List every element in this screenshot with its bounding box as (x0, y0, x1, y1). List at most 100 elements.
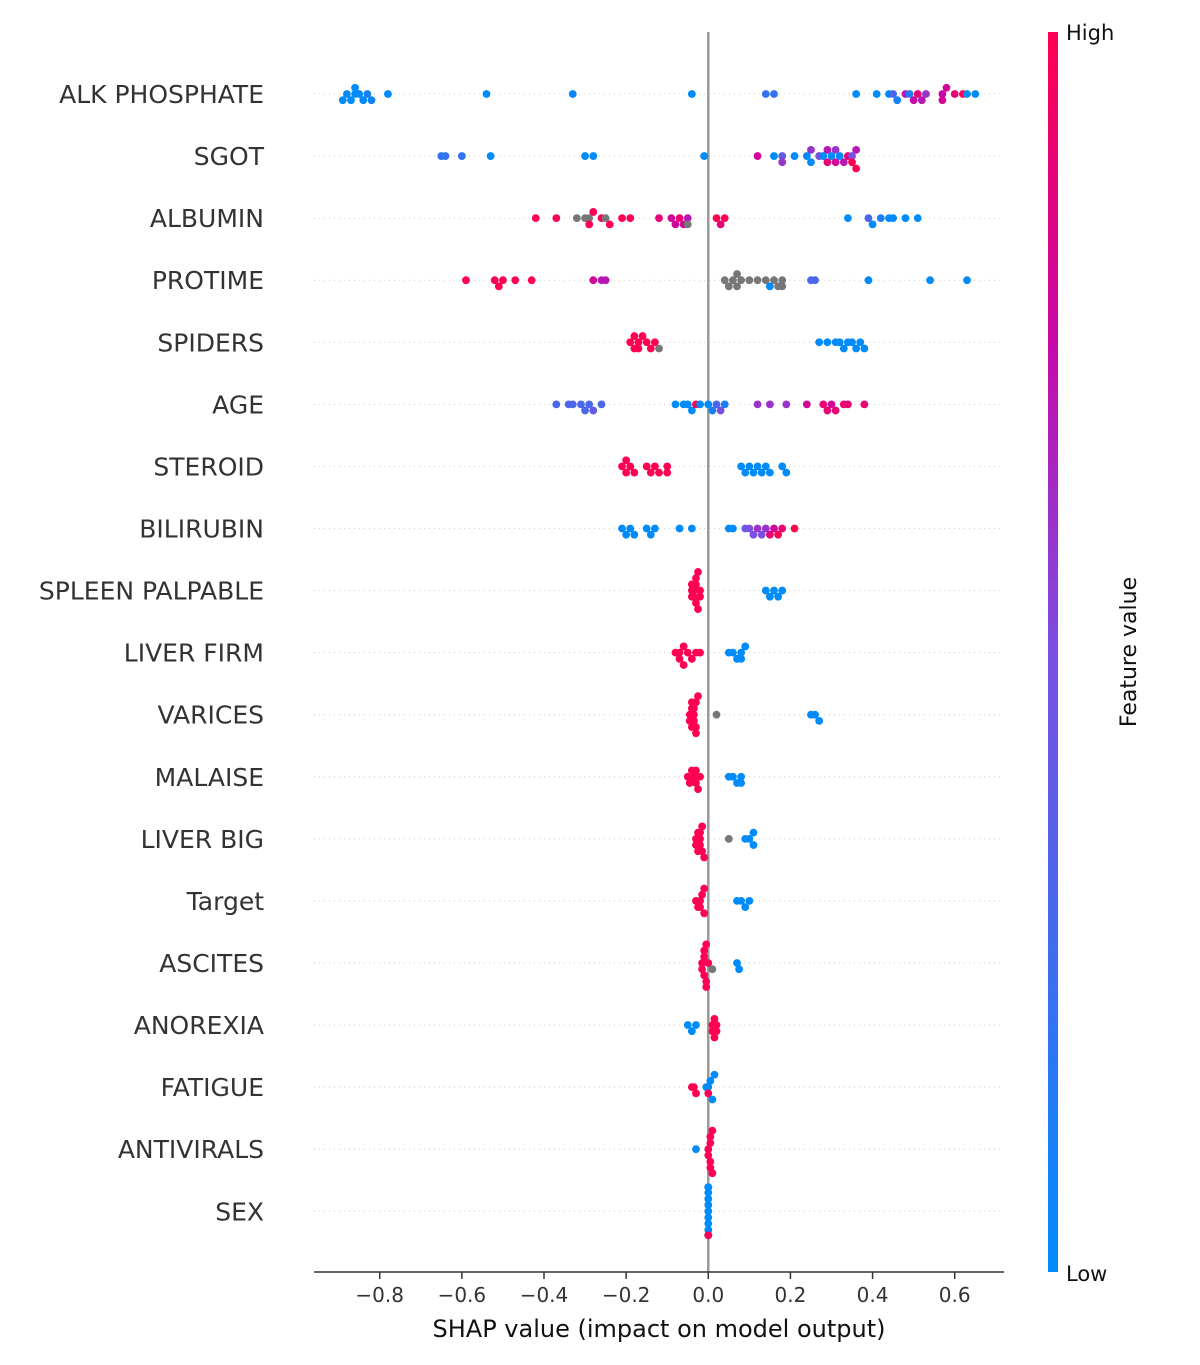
shap-point-alk-phosphate (351, 83, 359, 92)
shap-point-sgot (807, 158, 815, 167)
shap-point-fatigue (708, 1095, 717, 1104)
x-tick-label: −0.6 (438, 1283, 487, 1307)
colorbar: High Low Feature value (1048, 21, 1142, 1286)
shap-point-alk-phosphate (909, 96, 918, 105)
feature-label-steroid: STEROID (153, 452, 264, 481)
shap-point-alk-phosphate (761, 90, 770, 98)
shap-point-age (823, 406, 832, 415)
shap-point-protime (811, 276, 819, 285)
shap-point-liver-firm (696, 648, 704, 657)
shap-point-age (827, 400, 836, 409)
shap-point-spiders (823, 338, 832, 347)
feature-label-fatigue: FATIGUE (161, 1073, 264, 1102)
shap-point-varices (690, 717, 698, 725)
shap-point-age (831, 406, 840, 415)
shap-point-protime (490, 276, 499, 285)
shap-point-liver-firm (675, 648, 684, 657)
shap-point-sgot (778, 158, 787, 167)
shap-point-alk-phosphate (950, 90, 959, 98)
shap-point-liver-firm (737, 654, 746, 663)
shap-point-protime (926, 276, 934, 285)
shap-point-alk-phosphate (359, 96, 368, 105)
shap-point-albumin (844, 214, 852, 223)
shap-point-sgot (589, 152, 598, 160)
shap-point-albumin (712, 214, 721, 223)
shap-point-anorexia (687, 1027, 696, 1036)
shap-point-bilirubin (622, 530, 631, 539)
shap-point-alk-phosphate (942, 83, 951, 92)
feature-label-spleen-palpable: SPLEEN PALPABLE (39, 577, 264, 606)
shap-point-fatigue (704, 1089, 713, 1098)
shap-point-albumin (868, 220, 877, 229)
shap-point-spiders (655, 344, 663, 353)
shap-point-protime (462, 276, 470, 285)
shap-point-albumin (683, 214, 692, 223)
shap-point-protime (778, 282, 787, 291)
shap-point-age (671, 400, 680, 409)
shap-point-spiders (835, 338, 844, 347)
shap-point-albumin (655, 214, 663, 223)
shap-point-sgot (835, 152, 844, 160)
shap-point-malaise (692, 779, 700, 787)
shap-point-age (589, 406, 598, 415)
shap-point-bilirubin (687, 524, 696, 533)
shap-point-spiders (638, 332, 647, 340)
shap-point-sex (704, 1194, 713, 1203)
shap-point-protime (770, 276, 778, 285)
shap-point-age (720, 400, 729, 409)
shap-point-liver-firm (741, 642, 750, 651)
shap-point-liver-big (696, 834, 704, 843)
shap-point-spiders (646, 344, 655, 353)
shap-point-albumin (572, 214, 581, 223)
shap-point-protime (761, 276, 770, 285)
shap-point-malaise (694, 785, 702, 794)
shap-point-malaise (685, 779, 694, 787)
shap-point-sex (704, 1231, 713, 1240)
shap-point-alk-phosphate (482, 90, 491, 98)
shap-point-albumin (913, 214, 922, 223)
shap-point-bilirubin (646, 530, 655, 539)
shap-point-malaise (737, 772, 746, 781)
shap-point-alk-phosphate (347, 96, 355, 105)
shap-point-fatigue (704, 1083, 713, 1092)
shap-point-alk-phosphate (913, 90, 922, 98)
shap-point-steroid (745, 462, 754, 471)
shap-point-alk-phosphate (938, 96, 947, 105)
shap-point-bilirubin (770, 524, 778, 533)
shap-point-sgot (486, 152, 495, 160)
shap-point-sgot (823, 145, 832, 154)
x-tick-label: −0.2 (602, 1283, 651, 1307)
shap-point-spleen-palpable (774, 592, 783, 601)
shap-point-alk-phosphate (770, 90, 778, 98)
shap-point-steroid (741, 468, 750, 477)
shap-point-steroid (663, 468, 672, 477)
shap-point-steroid (655, 468, 663, 477)
shap-point-fatigue (690, 1083, 698, 1092)
shap-point-liver-firm (683, 648, 692, 657)
shap-point-varices (690, 704, 698, 713)
feature-label-liver-big: LIVER BIG (141, 825, 264, 854)
shap-point-age (708, 406, 717, 415)
shap-point-albumin (675, 214, 684, 223)
shap-point-malaise (737, 779, 746, 787)
feature-label-age: AGE (212, 390, 264, 419)
shap-point-ascites (704, 959, 713, 967)
feature-label-target: Target (186, 887, 265, 916)
shap-point-varices (694, 692, 702, 700)
x-tick-label: 0.0 (692, 1283, 724, 1307)
shap-point-bilirubin (761, 524, 770, 533)
shap-point-protime (499, 276, 507, 285)
shap-point-age (696, 400, 704, 409)
shap-point-alk-phosphate (363, 90, 372, 98)
shap-point-spiders (848, 338, 856, 347)
shap-point-protime (778, 276, 787, 285)
shap-point-sex (704, 1225, 713, 1234)
feature-label-alk-phosphate: ALK PHOSPHATE (59, 80, 264, 109)
shap-point-albumin (716, 220, 725, 229)
shap-point-age (704, 400, 713, 409)
shap-point-antivirals (706, 1157, 715, 1166)
shap-point-sgot (790, 152, 799, 160)
shap-point-protime (729, 276, 737, 285)
feature-label-albumin: ALBUMIN (150, 204, 264, 233)
shap-point-malaise (683, 772, 692, 781)
